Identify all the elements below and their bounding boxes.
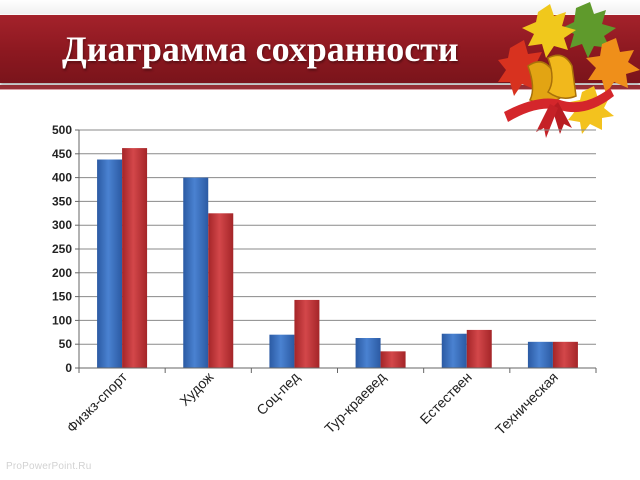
bar-series-1 [355, 338, 381, 368]
title-band-underline [0, 85, 640, 89]
y-tick-label: 200 [52, 266, 72, 280]
y-tick-labels: 0 50 100 150 200 250 300 350 400 450 500 [52, 123, 72, 375]
y-tick-label: 300 [52, 218, 72, 232]
bar-series-1 [441, 333, 467, 368]
bar-series-2 [552, 341, 578, 368]
ribbon-tail-icon [536, 104, 558, 138]
y-tick-label: 100 [52, 313, 72, 327]
bar-series-1 [183, 177, 209, 368]
y-tick-label: 250 [52, 242, 72, 256]
y-tick-label: 450 [52, 147, 72, 161]
y-tick-label: 50 [59, 337, 73, 351]
x-tick-label: Физкз-спорт [63, 368, 130, 435]
gridlines [75, 129, 596, 369]
axes [78, 130, 597, 373]
bar-series-2 [380, 351, 406, 368]
bar-series-1 [527, 341, 553, 368]
autumn-leaves-bells-decoration [498, 2, 640, 138]
y-tick-label: 150 [52, 290, 72, 304]
bell-right-icon [546, 54, 577, 99]
bar-series-2 [294, 299, 320, 368]
title-band-highlight [0, 89, 640, 90]
orange-leaf-icon [586, 38, 640, 94]
y-tick-label: 500 [52, 123, 72, 137]
bar-series-1 [269, 334, 295, 368]
slide-title: Диаграмма сохранности [62, 29, 459, 69]
red-leaf-icon [498, 40, 548, 96]
x-tick-labels: Физкз-спорт Худож Соц-пед Тур-краевед Естест… [63, 368, 561, 438]
bar-series-1 [97, 159, 123, 368]
y-tick-label: 400 [52, 171, 72, 185]
y-tick-label: 350 [52, 194, 72, 208]
y-tick-label: 0 [65, 361, 72, 375]
yellow-leaf-icon [522, 4, 576, 58]
x-tick-label: Естествен [417, 369, 475, 427]
bar-series-2 [208, 213, 234, 368]
bar-series-2 [122, 148, 148, 368]
watermark: ProPowerPoint.Ru [6, 461, 92, 472]
bars [97, 148, 578, 368]
x-tick-label: Соц-пед [253, 369, 302, 418]
slide-top-strip [0, 0, 640, 14]
x-tick-label: Техническая [492, 369, 561, 438]
bar-series-2 [466, 329, 492, 368]
x-tick-label: Тур-краевед [321, 369, 389, 437]
x-tick-label: Худож [176, 368, 217, 409]
